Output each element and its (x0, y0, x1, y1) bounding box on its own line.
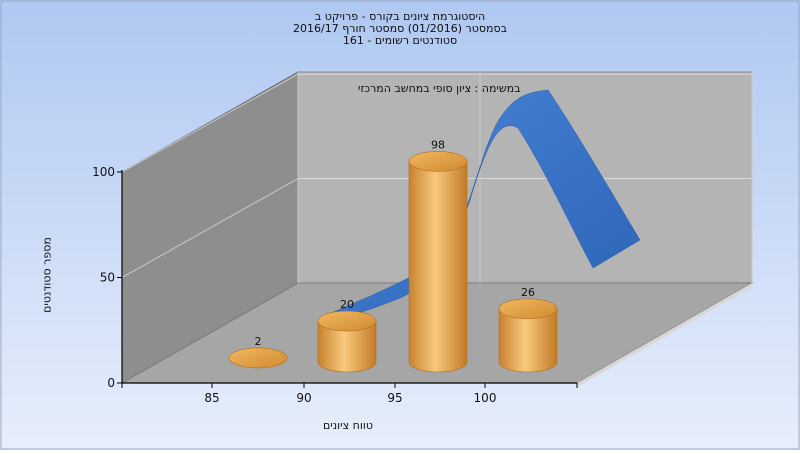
bar-top (317, 310, 377, 332)
title-line-2: בסמסטר (01/2016) סמסטר חורף 2016/17 (293, 22, 507, 35)
title-line-3: סטודנטים רשומים - 161 (342, 34, 458, 47)
x-tick-label: 95 (387, 391, 402, 405)
gridline-left-wall (121, 178, 299, 278)
x-tick-label: 90 (296, 391, 311, 405)
bar-value-label: 20 (340, 298, 354, 311)
bar-body (498, 308, 558, 373)
bar-value-label: 98 (431, 138, 445, 151)
x-tick-label: 85 (204, 391, 219, 405)
bar-value-label: 2 (255, 335, 262, 348)
bar-top (228, 347, 288, 369)
y-axis-title: מספר סטודנטים (40, 237, 54, 313)
y-tick-label: 100 (92, 165, 115, 179)
bar-1: 2 (228, 335, 288, 369)
bar-top (498, 298, 558, 320)
bar-top (408, 151, 468, 172)
gridline-left-wall (121, 73, 299, 173)
x-tick-label: 100 (474, 391, 497, 405)
gridlines (121, 72, 753, 283)
bar-value-label: 26 (521, 286, 535, 299)
axes (121, 170, 577, 384)
bar-3: 98 (408, 138, 468, 373)
bar-body (408, 161, 468, 373)
bar-2: 20 (317, 298, 377, 373)
bar-4: 26 (498, 286, 558, 373)
floor-edge (577, 283, 752, 387)
y-tick-label: 0 (107, 376, 115, 390)
chart-subtitle: במשימה : ציון סופי במחשב המרכזי (358, 82, 521, 95)
x-axis-title: טווח ציונים (323, 419, 373, 432)
title-line-1: היסטוגרמת ציונים בקורס - פרויקט ב (314, 10, 486, 23)
bars-group: 2 20 98 26 (228, 138, 558, 373)
bar-body (317, 320, 377, 373)
y-tick-label: 50 (100, 271, 115, 285)
tick-labels: 0 50 100 85 90 95 100 (92, 165, 578, 405)
